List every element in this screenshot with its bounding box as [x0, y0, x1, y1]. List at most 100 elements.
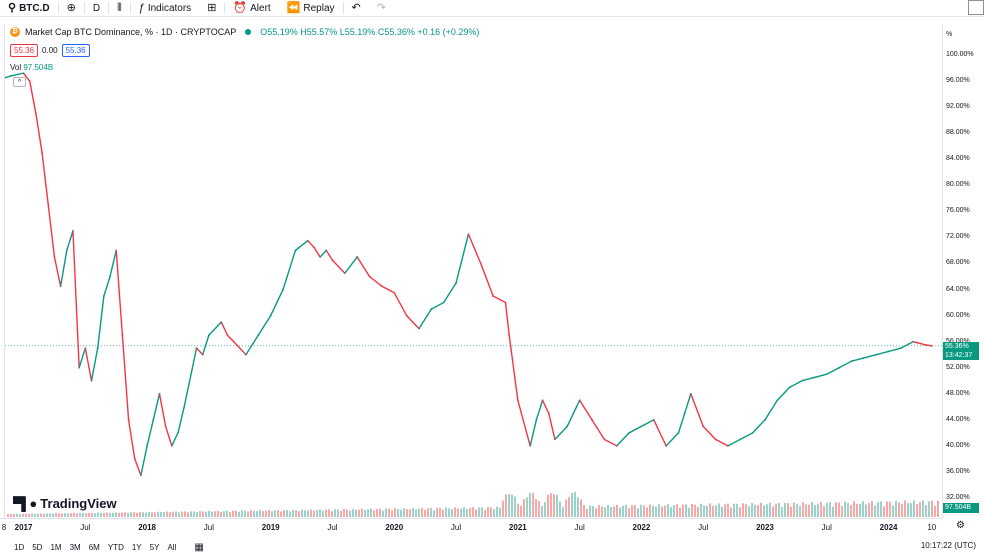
price-segment	[628, 425, 642, 434]
chart-type-button[interactable]: ⫴	[109, 0, 130, 17]
price-segment	[604, 438, 618, 447]
volume-bar	[337, 509, 339, 517]
volume-bar	[91, 512, 93, 517]
volume-bar	[313, 510, 315, 517]
volume-bar	[823, 505, 825, 517]
collapse-legend-button[interactable]: ^	[13, 77, 26, 87]
volume-bar	[535, 498, 537, 517]
volume-bar	[877, 502, 879, 517]
volume-bar	[634, 505, 636, 517]
volume-bar	[205, 511, 207, 517]
volume-bar	[214, 511, 216, 517]
volume-bar	[805, 504, 807, 517]
volume-bar	[586, 508, 588, 517]
volume-bar	[781, 507, 783, 517]
price-tick-label: 56.00%	[946, 338, 970, 345]
templates-button[interactable]: ⊞	[199, 0, 224, 17]
alert-button[interactable]: ⏰ Alert	[225, 0, 278, 17]
volume-bar	[325, 509, 327, 517]
volume-bar	[556, 494, 558, 517]
price-tick-label: 88.00%	[946, 129, 970, 137]
volume-bar	[598, 505, 600, 517]
indicators-button[interactable]: ƒ Indicators	[131, 0, 199, 17]
range-button-1y[interactable]: 1Y	[131, 542, 142, 552]
chevron-up-icon: ^	[17, 79, 22, 86]
volume-bar	[832, 506, 834, 517]
volume-bar	[193, 511, 195, 517]
price-series	[4, 72, 933, 477]
price-segment	[84, 348, 93, 381]
undo-button[interactable]: ↶	[344, 0, 369, 17]
redo-button[interactable]: ↷	[369, 0, 394, 17]
volume-bar	[757, 505, 759, 517]
volume-bar	[40, 513, 42, 517]
volume-bar	[199, 511, 201, 517]
range-button-3m[interactable]: 3M	[69, 542, 81, 552]
volume-bar	[49, 513, 51, 517]
volume-bar	[667, 504, 669, 517]
volume-bar	[775, 503, 777, 517]
range-button-6m[interactable]: 6M	[88, 542, 100, 552]
search-icon: ⚲	[8, 1, 17, 14]
range-button-1m[interactable]: 1M	[50, 542, 62, 552]
price-segment	[196, 347, 204, 356]
volume-bar	[421, 507, 423, 517]
volume-bar	[916, 504, 918, 517]
price-scale[interactable]	[942, 24, 984, 518]
volume-bar	[364, 510, 366, 517]
volume-bar	[130, 512, 132, 517]
gear-icon: ⚙	[956, 520, 965, 531]
price-segment	[443, 282, 457, 303]
range-button-5d[interactable]: 5D	[32, 542, 43, 552]
volume-bar	[751, 502, 753, 517]
buy-price-button[interactable]: 55.36	[61, 44, 90, 57]
range-button-1d[interactable]: 1D	[14, 542, 25, 552]
price-segment	[344, 256, 358, 274]
volume-bar	[547, 494, 549, 517]
volume-bar	[67, 513, 69, 517]
volume-bar	[829, 502, 831, 517]
volume-bar	[376, 508, 378, 517]
volume-bar	[406, 509, 408, 517]
volume-bar	[22, 513, 24, 517]
compare-button[interactable]: ⊕	[59, 0, 84, 17]
price-segment	[579, 399, 593, 421]
price-segment	[183, 348, 198, 407]
calendar-icon[interactable]: ▦	[194, 541, 204, 553]
legend-title[interactable]: Market Cap BTC Dominance, % · 1D · CRYPT…	[25, 27, 237, 37]
range-button-all[interactable]: All	[167, 542, 177, 552]
time-tick-label: 2024	[879, 523, 898, 532]
timezone-clock[interactable]: 10:17:22 (UTC)	[920, 541, 976, 550]
volume-bar	[97, 512, 99, 517]
price-segment	[226, 334, 235, 343]
range-button-5y[interactable]: 5Y	[149, 542, 160, 552]
time-axis[interactable]: 8 2017 Jul 2018 Jul 2019 Jul 2020 Jul 2021 Jul 2022…	[0, 518, 942, 534]
volume-bar	[508, 494, 510, 517]
volume-bar	[466, 508, 468, 517]
time-tick-label: Jul	[450, 523, 462, 532]
range-button-ytd[interactable]: YTD	[107, 542, 124, 552]
volume-bar	[301, 509, 303, 517]
price-segment	[270, 289, 284, 316]
volume-bar	[562, 507, 564, 517]
chart-pane[interactable]	[4, 24, 942, 518]
symbol-search-button[interactable]: ⚲ BTC.D	[0, 0, 58, 17]
volume-bar	[652, 505, 654, 517]
volume-bar	[304, 510, 306, 517]
tradingview-logo[interactable]: ▀▌● TradingView	[13, 496, 117, 511]
volume-bar	[892, 505, 894, 517]
replay-button[interactable]: ⏪ Replay	[279, 0, 343, 17]
sell-price-button[interactable]: 55.36	[10, 44, 39, 57]
price-segment	[591, 419, 605, 440]
volume-bar	[463, 507, 465, 517]
chart-settings-button[interactable]: ⚙	[956, 520, 965, 531]
interval-button[interactable]: D	[85, 0, 108, 17]
volume-bar	[217, 510, 219, 517]
volume-bar	[526, 497, 528, 517]
price-segment	[739, 432, 753, 440]
volume-bar	[502, 500, 504, 517]
price-segment	[35, 113, 43, 153]
volume-bar	[745, 504, 747, 517]
volume-bar	[121, 512, 123, 517]
logo-text: TradingView	[40, 496, 117, 511]
